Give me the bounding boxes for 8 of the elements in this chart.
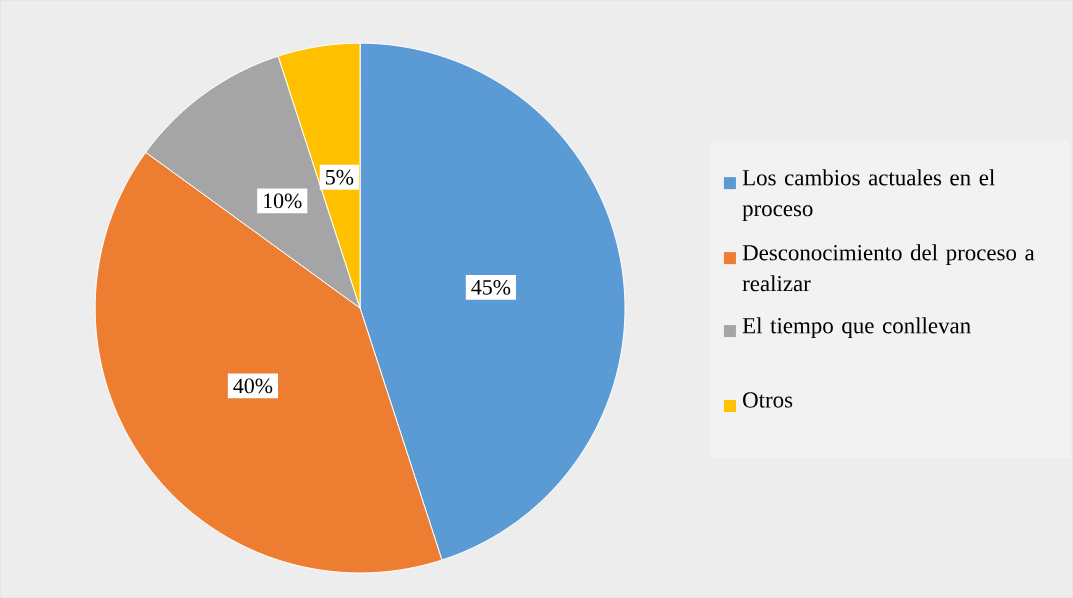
legend-label: Otros — [743, 392, 793, 408]
data-label: 10% — [264, 193, 302, 209]
data-label: 40% — [233, 378, 273, 394]
legend-label: Los cambios actuales en el proceso — [742, 169, 995, 221]
data-label: 5% — [326, 169, 354, 185]
legend-label: El tiempo que conllevan — [742, 317, 971, 338]
legend-label: Desconocimiento del proceso a realizar — [742, 244, 1035, 292]
data-label: 45% — [471, 279, 511, 295]
